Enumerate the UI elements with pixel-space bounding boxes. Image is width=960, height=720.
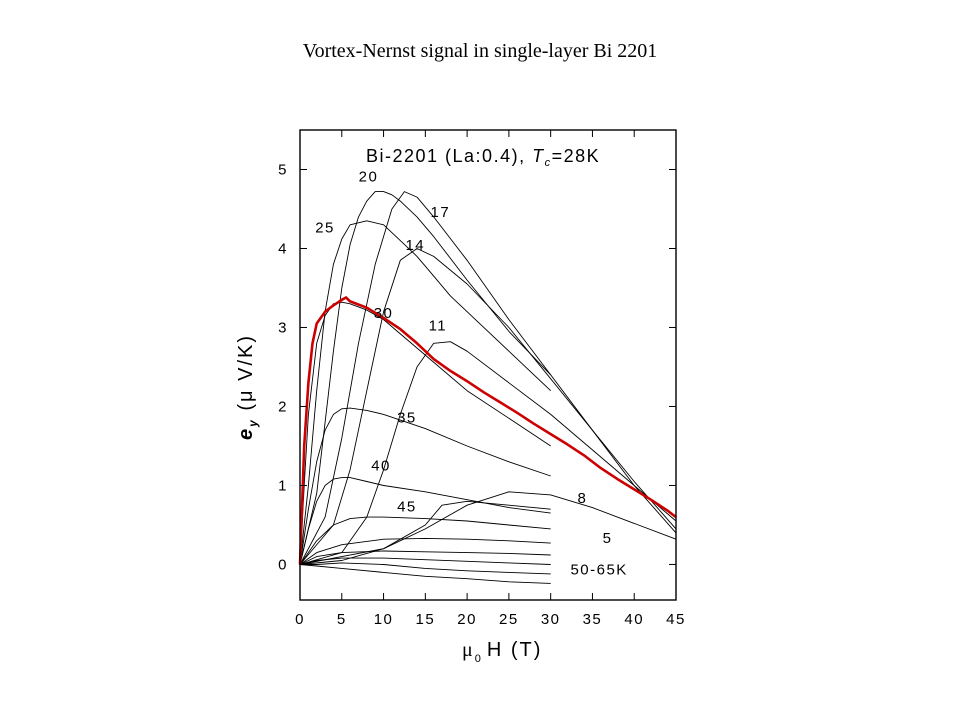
series-line-unlabeled-11 [299, 550, 551, 565]
series-line-17 [299, 191, 677, 565]
series-line-20 [299, 191, 552, 565]
curve-label-20: 20 [359, 168, 379, 185]
y-tick-label: 1 [278, 477, 288, 494]
x-tick-label: 5 [337, 611, 347, 628]
curve-label-25: 25 [315, 220, 335, 237]
y-tick-label: 0 [278, 556, 288, 573]
series-line-35 [299, 407, 551, 565]
curve-label-11: 11 [429, 318, 448, 335]
y-axis-label: ey (μ V/K) [235, 334, 260, 440]
y-label-e: e [235, 427, 257, 440]
y-tick-label: 4 [278, 240, 288, 257]
curve-label-50-65k: 50-65K [570, 562, 627, 579]
x-tick-label: 0 [295, 611, 305, 628]
series-line-14 [299, 248, 677, 565]
plot-frame [299, 129, 677, 601]
series-line-unlabeled-13 [300, 562, 551, 575]
x-label-mu: μ [462, 639, 475, 661]
annotation-sub-c: c [545, 157, 552, 169]
x-tick-label: 40 [624, 611, 644, 628]
x-tick-label: 15 [415, 611, 435, 628]
curve-label-8: 8 [577, 490, 587, 507]
series-line-45 [299, 516, 551, 565]
curve-label-35: 35 [397, 409, 417, 426]
x-tick-label: 25 [499, 611, 519, 628]
series-line-5 [299, 491, 677, 565]
slide-title: Vortex-Nernst signal in single-layer Bi … [302, 40, 658, 62]
x-tick-label: 35 [583, 611, 603, 628]
series-line-25 [299, 220, 552, 565]
curve-labels-layer: 20 17 25 14 30 11 35 40 45 8 5 50-65K [315, 168, 627, 579]
y-label-sub-y: y [246, 418, 260, 428]
y-tick-label: 2 [278, 398, 288, 415]
curve-label-45: 45 [397, 499, 417, 516]
series-line-unlabeled-14 [299, 564, 551, 584]
y-tick-label: 5 [278, 161, 288, 178]
annotation-t: T [532, 146, 545, 166]
curve-label-17: 17 [431, 204, 451, 221]
annotation-suffix: =28K [552, 146, 601, 166]
curve-label-14: 14 [405, 237, 425, 254]
series-line-11 [299, 341, 677, 565]
series-line-30 [299, 301, 551, 565]
x-tick-label: 30 [541, 611, 561, 628]
curves-layer [298, 191, 677, 584]
curve-label-5: 5 [603, 530, 613, 547]
series-line-50-65k [299, 537, 551, 565]
series-line-unlabeled-15 [299, 500, 551, 565]
chart-annotation: Bi-2201 (La:0.4), Tc=28K [366, 146, 600, 169]
y-tick-label: 3 [278, 319, 288, 336]
series-line-40 [299, 477, 551, 565]
series-line-8 [298, 296, 677, 565]
x-tick-label: 20 [457, 611, 477, 628]
x-tick-label: 10 [374, 611, 394, 628]
curve-label-40: 40 [371, 457, 391, 474]
x-tick-label: 45 [666, 611, 686, 628]
x-label-sub0: 0 [475, 653, 483, 665]
y-label-rest: (μ V/K) [235, 334, 257, 418]
x-label-rest: H (T) [487, 639, 543, 661]
x-axis-label: μ0 H (T) [462, 639, 542, 665]
annotation-prefix: Bi-2201 (La:0.4), [366, 146, 532, 166]
curve-label-30: 30 [374, 305, 394, 322]
